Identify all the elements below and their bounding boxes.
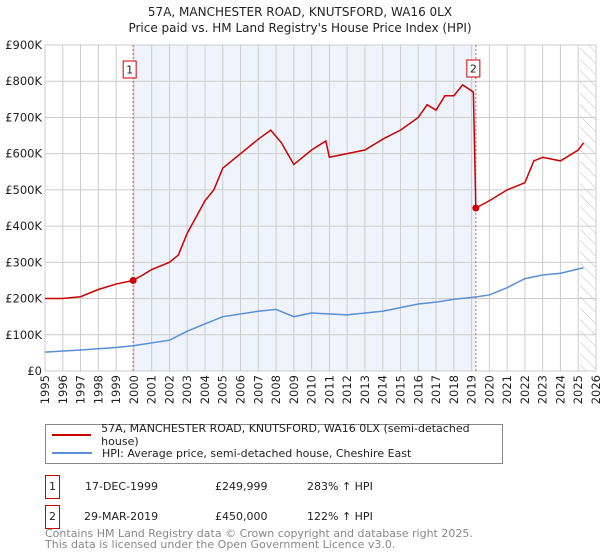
marker-box [122, 60, 137, 79]
transaction-price: £450,000 [215, 510, 268, 523]
chart-subtitle: Price paid vs. HM Land Registry's House … [128, 21, 471, 35]
x-tick-label: 2025 [571, 375, 585, 404]
x-tick-label: 2006 [234, 375, 248, 404]
y-tick-label: £800K [5, 74, 42, 88]
x-tick-label: 2021 [500, 375, 514, 404]
x-tick-label: 2014 [376, 375, 390, 404]
x-tick-label: 2018 [447, 375, 461, 404]
x-tick-label: 2003 [180, 375, 194, 404]
y-tick-label: £0 [27, 364, 42, 378]
x-tick-label: 2002 [162, 375, 176, 404]
x-tick-label: 2016 [411, 375, 425, 404]
legend-swatch [52, 434, 92, 436]
y-tick-label: £600K [5, 147, 42, 161]
y-tick-label: £200K [5, 292, 42, 306]
transaction-hpi: 122% ↑ HPI [307, 510, 373, 523]
x-tick-label: 2019 [465, 375, 479, 404]
x-tick-label: 2010 [305, 375, 319, 404]
y-tick-label: £500K [5, 183, 42, 197]
x-tick-label: 2008 [269, 375, 283, 404]
legend: 57A, MANCHESTER ROAD, KNUTSFORD, WA16 0L… [45, 422, 503, 464]
footer-licence: This data is licensed under the Open Gov… [45, 538, 396, 551]
x-tick-label: 2020 [482, 375, 496, 404]
x-tick-label: 2005 [216, 375, 230, 404]
y-tick-label: £900K [5, 38, 42, 52]
x-tick-label: 2007 [251, 375, 265, 404]
x-tick-label: 1995 [38, 375, 52, 404]
x-tick-label: 2000 [127, 375, 141, 404]
legend-item-property: 57A, MANCHESTER ROAD, KNUTSFORD, WA16 0L… [46, 422, 502, 448]
transaction-price: £249,999 [215, 480, 268, 493]
x-tick-label: 1997 [74, 375, 88, 404]
ownership-period-shade [133, 45, 476, 371]
x-tick-label: 2009 [287, 375, 301, 404]
footer: Contains HM Land Registry data © Crown c… [45, 528, 473, 550]
price-chart: 57A, MANCHESTER ROAD, KNUTSFORD, WA16 0L… [5, 5, 600, 404]
chart-title: 57A, MANCHESTER ROAD, KNUTSFORD, WA16 0L… [148, 5, 452, 19]
x-tick-label: 1996 [56, 375, 70, 404]
x-tick-label: 1998 [91, 375, 105, 404]
x-tick-label: 2011 [322, 375, 336, 404]
marker-label: 1 [126, 64, 133, 77]
forecast-hatch [580, 45, 596, 371]
x-tick-label: 2022 [518, 375, 532, 404]
marker-label: 2 [470, 63, 477, 76]
transaction-date: 17-DEC-1999 [85, 480, 159, 493]
x-tick-label: 1999 [109, 375, 123, 404]
y-tick-label: £400K [5, 219, 42, 233]
legend-label: HPI: Average price, semi-detached house,… [102, 446, 412, 460]
x-tick-label: 2015 [393, 375, 407, 404]
series-line [44, 267, 584, 353]
transaction-hpi: 283% ↑ HPI [307, 480, 373, 493]
x-tick-label: 2001 [145, 375, 159, 404]
legend-label: 57A, MANCHESTER ROAD, KNUTSFORD, WA16 0L… [101, 422, 470, 448]
y-tick-label: £300K [5, 255, 42, 269]
marker-box [466, 59, 481, 78]
transaction-date: 29-MAR-2019 [84, 510, 159, 523]
sale-point [129, 276, 137, 284]
x-tick-label: 2013 [358, 375, 372, 404]
x-tick-label: 2017 [429, 375, 443, 404]
x-tick-label: 2023 [536, 375, 550, 404]
legend-item-hpi: HPI: Average price, semi-detached house,… [46, 444, 411, 462]
series-line [45, 83, 585, 300]
transaction-marker: 1 [45, 475, 60, 499]
footer-copyright: Contains HM Land Registry data © Crown c… [45, 527, 473, 540]
x-tick-label: 2024 [553, 375, 567, 404]
x-tick-label: 2012 [340, 375, 354, 404]
x-tick-label: 2004 [198, 375, 212, 404]
x-tick-label: 2026 [589, 375, 600, 404]
transaction-marker: 2 [45, 505, 60, 529]
sale-point [472, 204, 480, 212]
legend-swatch [52, 452, 92, 454]
y-tick-label: £700K [5, 110, 42, 124]
y-tick-label: £100K [5, 328, 42, 342]
